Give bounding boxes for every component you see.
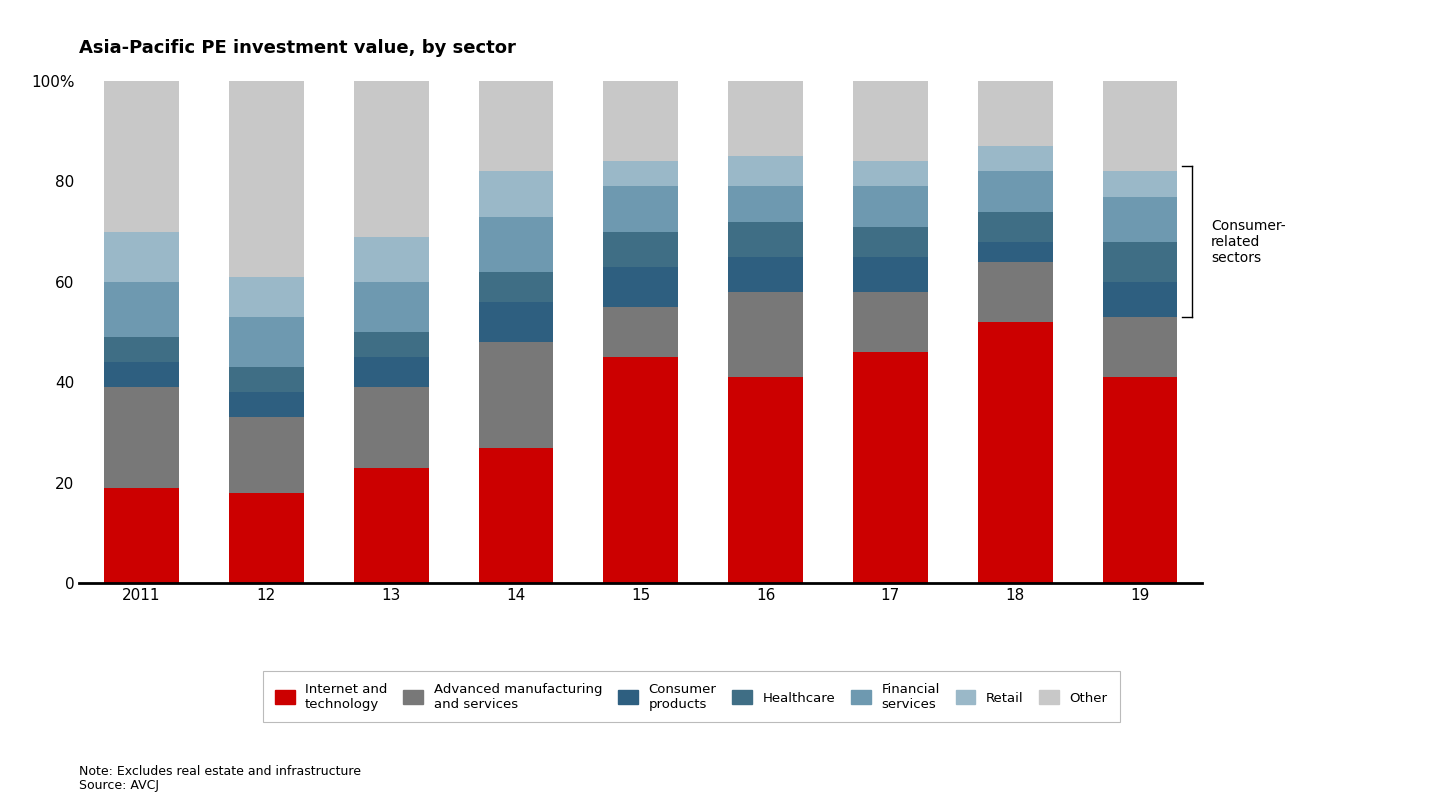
Bar [478, 342, 553, 448]
Bar [978, 262, 1053, 322]
Bar [852, 292, 927, 352]
Bar [603, 186, 678, 232]
Bar [478, 272, 553, 302]
Text: Consumer-
related
sectors: Consumer- related sectors [1211, 219, 1286, 265]
Text: Note: Excludes real estate and infrastructure: Note: Excludes real estate and infrastru… [79, 765, 361, 778]
Bar [354, 387, 429, 467]
Bar [478, 448, 553, 583]
Bar [354, 282, 429, 332]
Bar [1103, 317, 1178, 377]
Bar [852, 227, 927, 257]
Bar [1103, 197, 1178, 241]
Bar [354, 81, 429, 237]
Bar [978, 211, 1053, 241]
Bar [1103, 81, 1178, 172]
Bar [478, 81, 553, 172]
Bar [1103, 241, 1178, 282]
Bar [729, 222, 804, 257]
Bar [229, 367, 304, 392]
Bar [978, 322, 1053, 583]
Bar [1103, 172, 1178, 197]
Bar [852, 81, 927, 161]
Bar [229, 392, 304, 417]
Bar [229, 277, 304, 317]
Bar [478, 302, 553, 342]
Bar [478, 216, 553, 272]
Bar [104, 337, 179, 362]
Bar [229, 492, 304, 583]
Bar [852, 186, 927, 227]
Bar [729, 156, 804, 186]
Bar [603, 266, 678, 307]
Bar [852, 352, 927, 583]
Bar [1103, 377, 1178, 583]
Bar [603, 81, 678, 161]
Bar [104, 81, 179, 232]
Text: Asia-Pacific PE investment value, by sector: Asia-Pacific PE investment value, by sec… [79, 39, 516, 57]
Bar [978, 172, 1053, 211]
Text: Source: AVCJ: Source: AVCJ [79, 779, 160, 792]
Bar [603, 232, 678, 266]
Bar [603, 307, 678, 357]
Bar [104, 488, 179, 583]
Bar [729, 81, 804, 156]
Bar [852, 257, 927, 292]
Bar [1103, 282, 1178, 317]
Bar [729, 257, 804, 292]
Bar [603, 357, 678, 583]
Bar [978, 147, 1053, 172]
Bar [978, 81, 1053, 147]
Bar [104, 362, 179, 387]
Bar [354, 332, 429, 357]
Legend: Internet and
technology, Advanced manufacturing
and services, Consumer
products,: Internet and technology, Advanced manufa… [264, 671, 1119, 723]
Bar [229, 317, 304, 367]
Bar [354, 357, 429, 387]
Bar [104, 232, 179, 282]
Bar [354, 467, 429, 583]
Bar [978, 241, 1053, 262]
Bar [729, 186, 804, 222]
Bar [603, 161, 678, 186]
Bar [729, 292, 804, 377]
Bar [478, 172, 553, 216]
Bar [729, 377, 804, 583]
Bar [852, 161, 927, 186]
Bar [229, 81, 304, 277]
Bar [104, 282, 179, 337]
Bar [354, 237, 429, 282]
Bar [104, 387, 179, 488]
Bar [229, 417, 304, 492]
